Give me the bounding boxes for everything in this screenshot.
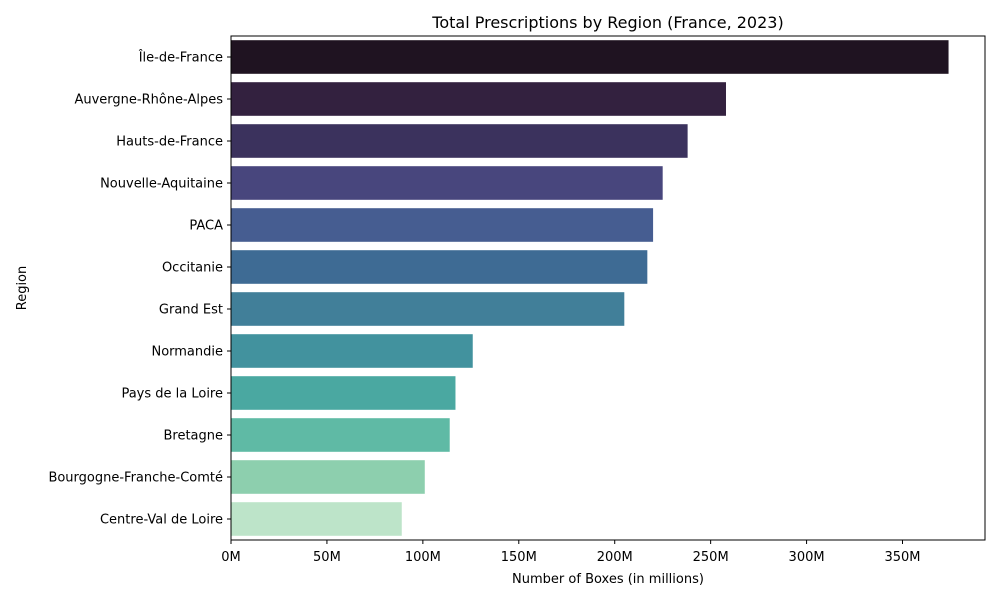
bar <box>231 82 726 116</box>
y-axis-ticks: Île-de-France Auvergne-Rhône-Alpes Hauts-d… <box>48 50 231 528</box>
x-tick-label: 0M <box>221 550 241 565</box>
bar <box>231 166 663 200</box>
x-tick-label: 150M <box>501 550 537 565</box>
y-tick-label: Centre-Val de Loire <box>100 513 223 528</box>
chart-title: Total Prescriptions by Region (France, 2… <box>431 13 783 32</box>
bar <box>231 250 648 284</box>
y-tick-label: Hauts-de-France <box>116 135 223 150</box>
y-tick-label: Auvergne-Rhône-Alpes <box>74 93 223 108</box>
x-axis-label: Number of Boxes (in millions) <box>512 572 704 587</box>
y-tick-label: Île-de-France <box>138 50 223 66</box>
y-tick-label: Occitanie <box>162 261 223 276</box>
x-tick-label: 350M <box>884 550 920 565</box>
x-tick-label: 300M <box>789 550 825 565</box>
x-tick-label: 50M <box>313 550 341 565</box>
y-tick-label: Bourgogne-Franche-Comté <box>48 471 223 486</box>
bar <box>231 376 456 410</box>
bar <box>231 40 949 74</box>
bar <box>231 208 654 242</box>
bar <box>231 460 425 494</box>
bar <box>231 334 473 368</box>
bar <box>231 124 688 158</box>
x-tick-label: 100M <box>405 550 441 565</box>
plot-frame <box>230 35 986 541</box>
bar <box>231 292 625 326</box>
bars-group <box>231 40 949 536</box>
bar <box>231 502 402 536</box>
y-tick-label: Pays de la Loire <box>121 387 223 402</box>
y-tick-label: Grand Est <box>159 303 223 318</box>
y-tick-label: Bretagne <box>163 429 223 444</box>
y-tick-label: Nouvelle-Aquitaine <box>100 177 223 192</box>
x-tick-label: 200M <box>597 550 633 565</box>
bar <box>231 418 450 452</box>
y-tick-label: Normandie <box>151 345 223 360</box>
y-axis-label: Region <box>15 266 30 311</box>
y-tick-label: PACA <box>189 219 223 234</box>
x-axis-ticks: 0M 50M 100M 150M 200M 250M 300M 350M <box>221 540 921 565</box>
x-tick-label: 250M <box>693 550 729 565</box>
axes-frame <box>230 35 986 541</box>
